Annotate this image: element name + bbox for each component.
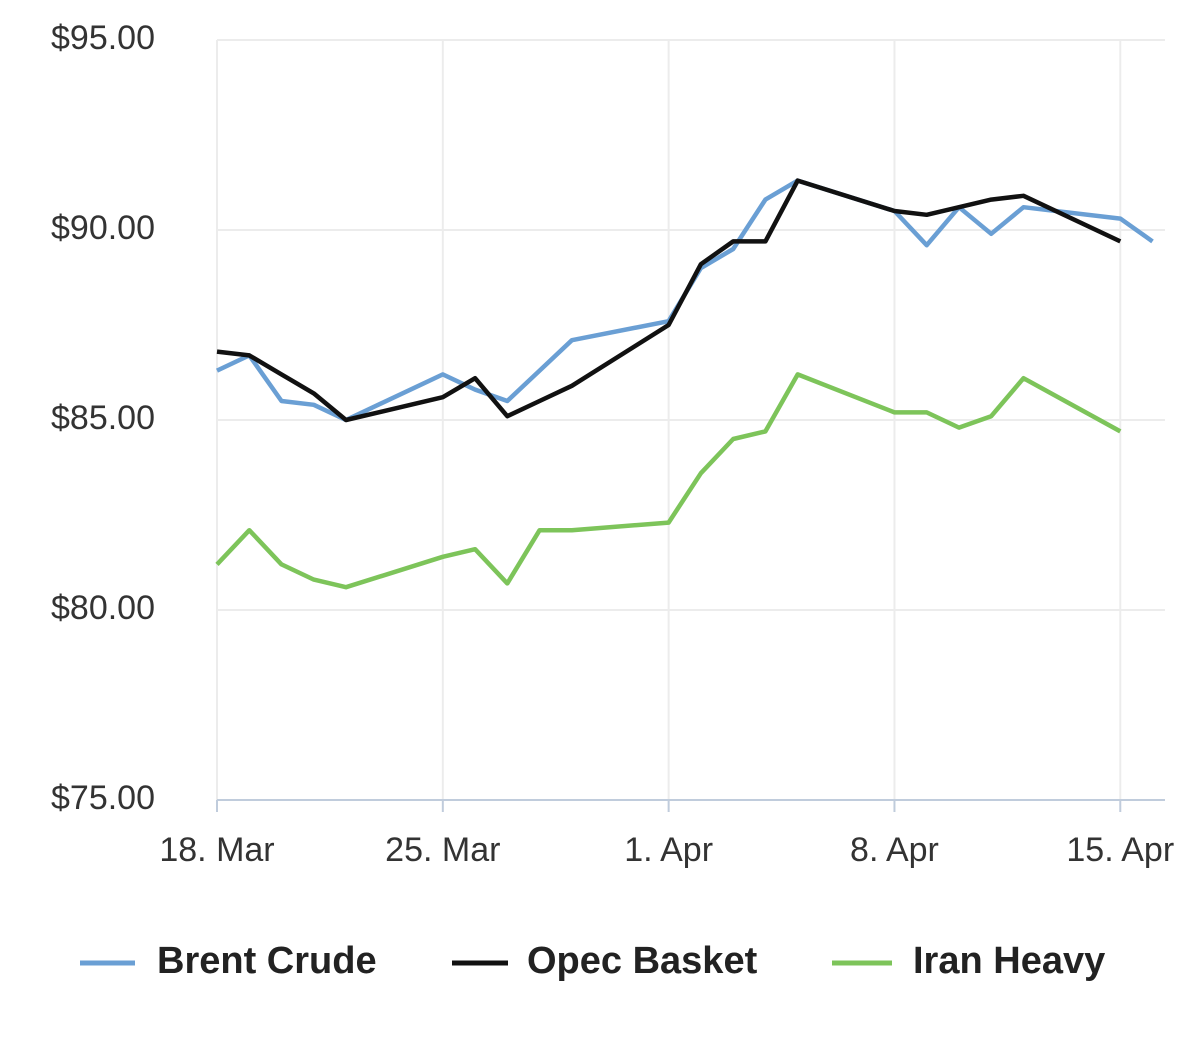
x-tick-label: 25. Mar [385,831,500,869]
y-tick-label: $90.00 [51,209,155,247]
series-line [216,178,1122,423]
legend: Brent Crude Opec Basket Iran Heavy [80,940,1105,982]
series-line [215,372,1122,590]
grid [216,39,1165,800]
x-tick-label: 18. Mar [159,831,274,869]
legend-label: Iran Heavy [913,940,1105,982]
x-tick-label: 15. Apr [1066,831,1174,869]
y-tick-label: $95.00 [51,19,155,57]
y-tick-label: $75.00 [51,779,155,817]
x-tick-label: 1. Apr [624,831,713,869]
legend-label: Opec Basket [527,940,758,982]
plot-area [215,178,1154,590]
x-tick-label: 8. Apr [850,831,939,869]
y-tick-label: $80.00 [51,589,155,627]
legend-label: Brent Crude [157,940,377,982]
series-line [216,178,1154,423]
y-tick-label: $85.00 [51,399,155,437]
